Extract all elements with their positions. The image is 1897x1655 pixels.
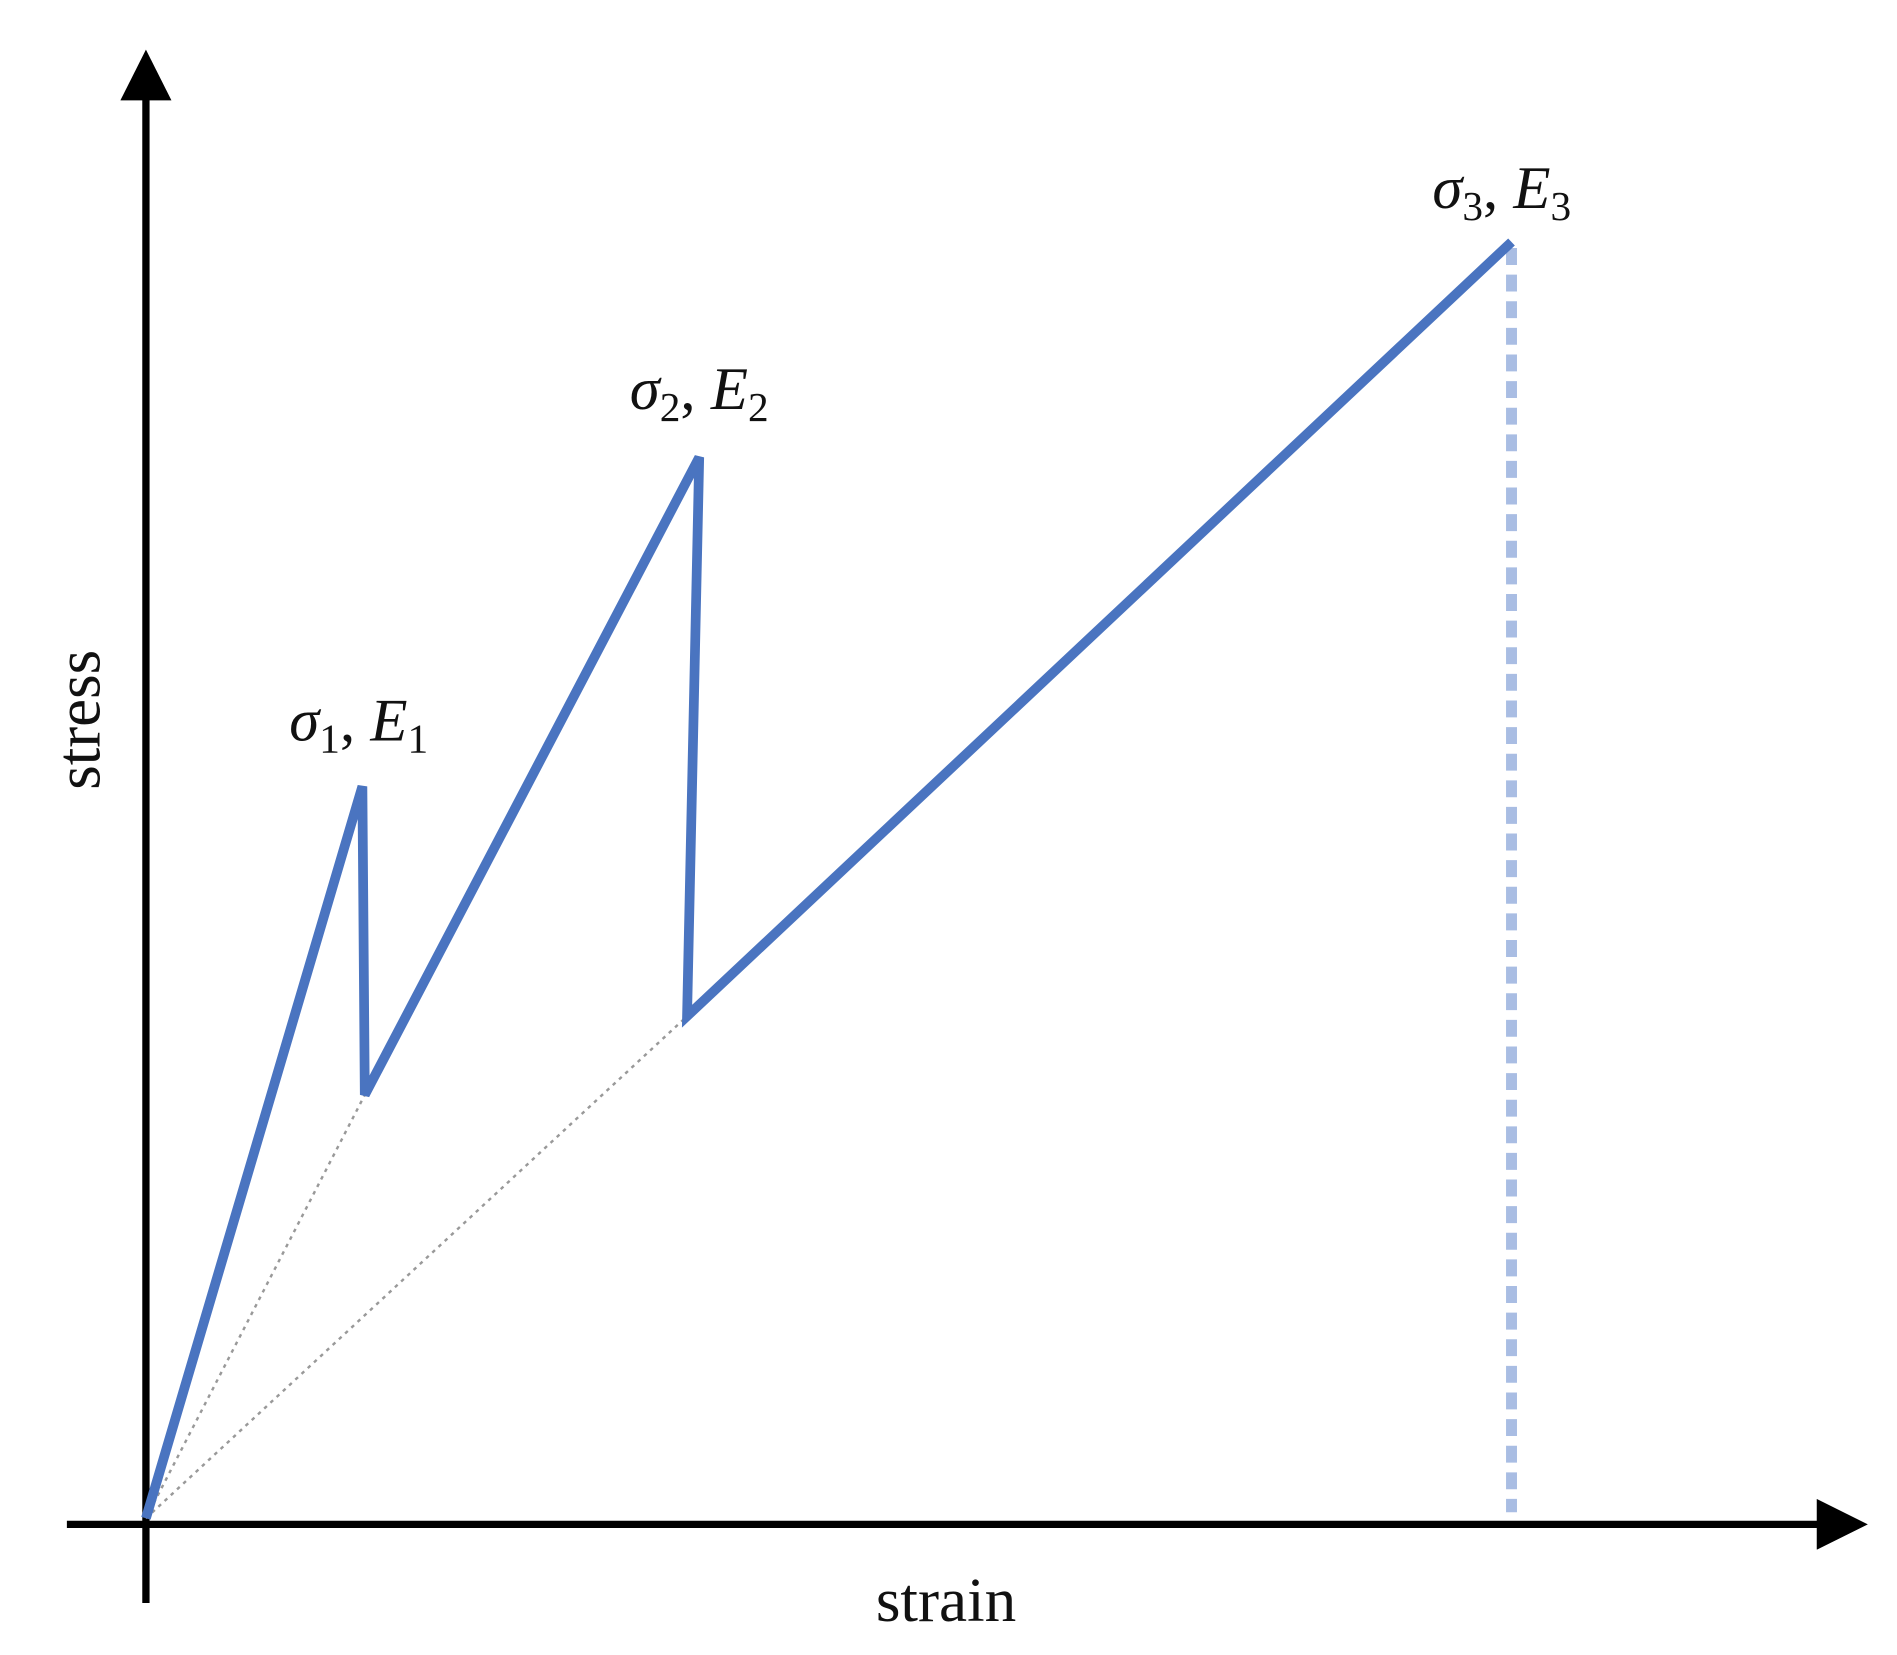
stress-symbol: σ <box>289 688 321 755</box>
stress-index: 3 <box>1462 183 1483 229</box>
stress-symbol: σ <box>1432 155 1464 222</box>
modulus-index: 2 <box>748 384 769 430</box>
modulus-symbol: E <box>369 688 407 755</box>
secant-line <box>144 1094 366 1519</box>
point-label: σ3, E3 <box>1432 155 1571 229</box>
x-axis-title: strain <box>876 1565 1016 1635</box>
modulus-symbol: E <box>1512 155 1550 222</box>
modulus-symbol: E <box>710 356 748 423</box>
stress-symbol: σ <box>630 356 662 423</box>
stress-index: 2 <box>660 384 681 430</box>
separator: , <box>680 356 710 423</box>
stress-strain-curve <box>141 238 1515 1520</box>
point-label: σ1, E1 <box>289 688 428 762</box>
stress-index: 1 <box>319 716 340 762</box>
modulus-index: 3 <box>1551 183 1572 229</box>
modulus-index: 1 <box>407 716 428 762</box>
point-label: σ2, E2 <box>630 356 769 430</box>
y-axis-title: stress <box>44 650 114 790</box>
separator: , <box>340 688 370 755</box>
separator: , <box>1483 155 1513 222</box>
secant-line <box>145 1015 688 1520</box>
